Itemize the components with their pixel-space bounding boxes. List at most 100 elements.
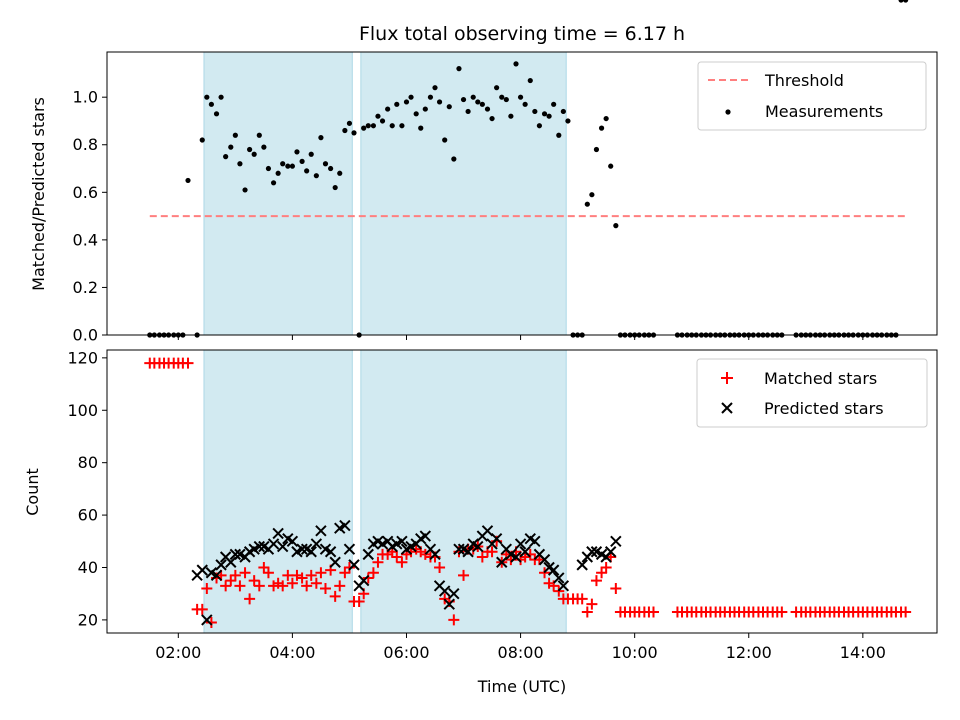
matched-star-point [419, 548, 431, 560]
x-tick-label: 06:00 [383, 643, 429, 662]
predicted-star-point [362, 548, 374, 561]
measurement-point [413, 111, 419, 117]
x-tick-label: 04:00 [269, 643, 315, 662]
matched-star-point [291, 569, 303, 581]
predicted-star-point [357, 574, 370, 587]
matched-star-point [396, 556, 408, 568]
matched-star-point [277, 580, 289, 592]
predicted-star-point [604, 546, 617, 558]
ratio-legend: Threshold Measurements [697, 61, 927, 131]
chart-title: Flux total observing time = 6.17 h [359, 23, 685, 45]
matched-star-point [372, 556, 384, 568]
legend-predicted-swatch [721, 402, 733, 414]
measurement-point [379, 118, 386, 124]
matched-star-point [286, 577, 298, 589]
measurement-point [328, 165, 334, 172]
measurement-point [456, 66, 462, 72]
counts-y-axis-label: Count [23, 468, 42, 516]
matched-star-point [334, 580, 346, 592]
measurement-point [294, 149, 300, 155]
measurement-point [408, 94, 414, 100]
predicted-star-point [438, 585, 451, 597]
predicted-star-point [339, 519, 351, 532]
observing-interval-1 [203, 51, 353, 336]
predicted-star-point [396, 535, 408, 547]
x-axis-label: Time (UTC) [477, 677, 566, 696]
predicted-star-point [343, 543, 356, 555]
measurement-point [308, 151, 314, 157]
measurement-point [375, 113, 381, 119]
matched-star-point [319, 582, 331, 594]
y-tick-label: 0.0 [73, 326, 98, 345]
matched-star-point [262, 567, 274, 579]
measurement-point [422, 106, 428, 112]
matched-star-point [448, 614, 460, 626]
measurement-point [436, 99, 443, 105]
predicted-star-point [514, 538, 527, 550]
y-tick-label: 0.6 [73, 183, 98, 202]
measurement-point [613, 223, 619, 229]
legend-threshold-label: Threshold [764, 71, 844, 90]
y-tick-label: 0.4 [73, 230, 98, 249]
y-tick-label: 100 [67, 401, 98, 420]
measurement-point [208, 101, 214, 107]
ratio-plot-frame [106, 51, 938, 336]
predicted-star-point [448, 587, 460, 600]
matched-star-point [900, 606, 912, 618]
predicted-star-point [490, 532, 503, 545]
predicted-star-point [538, 553, 551, 566]
y-tick-label: 0.2 [73, 278, 98, 297]
measurement-point [337, 170, 343, 176]
predicted-star-point [586, 546, 598, 558]
measurement-point [213, 111, 220, 117]
matched-star-point [590, 575, 602, 587]
measurement-point [508, 113, 514, 119]
matched-star-point [600, 561, 612, 573]
measurement-point [460, 96, 467, 103]
matched-star-point [576, 593, 588, 605]
matched-star-point [248, 575, 260, 587]
x-tick-label: 02:00 [155, 643, 201, 662]
measurement-point [199, 137, 205, 143]
measurement-point [247, 146, 253, 153]
measurement-point [342, 127, 348, 134]
predicted-star-point [267, 538, 280, 550]
matched-star-point [182, 357, 194, 369]
matched-star-point [229, 569, 241, 581]
predicted-star-point [510, 551, 522, 563]
measurement-point [318, 135, 324, 141]
legend-matched-label: Matched stars [764, 369, 877, 388]
predicted-star-point [519, 546, 531, 558]
predicted-star-point [201, 614, 213, 626]
predicted-star-point [329, 556, 341, 568]
measurement-point [589, 192, 595, 198]
predicted-star-point [286, 535, 299, 547]
x-tick-label: 14:00 [840, 643, 886, 662]
measurement-point [541, 111, 548, 117]
predicted-star-point [324, 546, 337, 558]
measurement-point [228, 144, 234, 150]
measurement-point [479, 101, 485, 107]
y-tick-label: 40 [78, 558, 98, 577]
matched-star-point [586, 598, 598, 610]
measurement-point [465, 108, 471, 115]
predicted-star-point [419, 530, 432, 542]
measurement-point [565, 118, 571, 124]
measurement-point [242, 187, 248, 193]
measurement-point [446, 104, 452, 110]
measurement-point [903, 0, 909, 3]
measurement-point [522, 101, 528, 107]
measurement-point [261, 144, 267, 150]
predicted-star-point [557, 580, 570, 592]
measurement-point [527, 77, 533, 84]
ratio-legend-box [697, 61, 927, 131]
measurement-point [346, 120, 353, 126]
x-tick-label: 08:00 [498, 643, 544, 662]
measurement-point [484, 106, 491, 112]
matched-star-point [776, 606, 788, 618]
measurement-point [403, 99, 410, 105]
predicted-star-point [310, 538, 323, 550]
measurement-point [546, 113, 552, 119]
measurement-point [265, 165, 272, 172]
